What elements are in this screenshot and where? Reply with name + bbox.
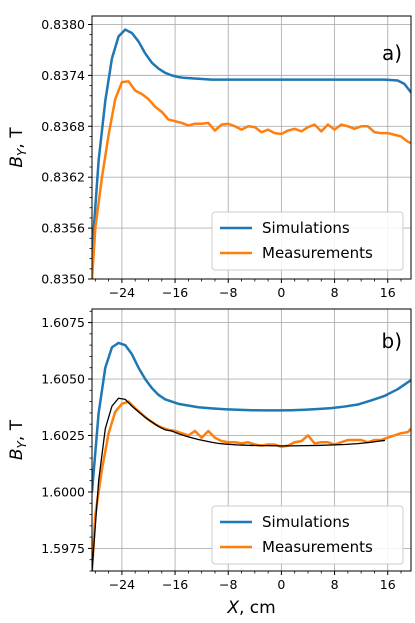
panel-a-xtick-label-16: 16 [380, 285, 396, 300]
panel-a-xtick-label-0: 0 [277, 285, 285, 300]
panel-a-legend-box [211, 211, 404, 271]
panel-b-ytick-label-2: 1.6025 [41, 428, 85, 443]
panel-b-frame [91, 308, 412, 572]
panel-b-ytick-label-0: 1.5975 [41, 541, 85, 556]
panel-a: −24 −16 −8 0 8 16 0.8350 0.8356 0.8362 0.8368 0.83… [7, 15, 412, 300]
panel-b: −24 −16 −8 0 8 16 1.5975 1.6000 1.6025 1.6050 1.60… [7, 308, 412, 618]
panel-b-legend: Simulations Measurements [211, 505, 404, 565]
panel-a-xtick-label-8: 8 [331, 285, 339, 300]
panel-b-legend-box [211, 505, 404, 565]
panel-a-series-simulations [92, 28, 411, 255]
panel-a-series-measurements [92, 80, 411, 279]
panel-a-ytick-label-1: 0.8356 [41, 221, 85, 236]
panel-b-ytick-label-4: 1.6075 [41, 315, 85, 330]
panel-b-letter: b) [382, 329, 403, 353]
panel-a-xtick-label-24: −24 [109, 285, 135, 300]
panel-a-legend-simulations: Simulations [262, 219, 350, 237]
panel-b-xtick-label-0: 0 [277, 577, 285, 592]
panel-b-xtick-label-16: 16 [380, 577, 396, 592]
panel-b-series-fit-2 [92, 397, 386, 571]
panel-b-legend-simulations: Simulations [262, 513, 350, 531]
panel-a-ytick-label-0: 0.8350 [41, 272, 85, 287]
panel-a-frame [91, 15, 412, 280]
panel-a-lines [92, 28, 411, 279]
panel-a-ytick-label-5: 0.8380 [41, 17, 85, 32]
panel-a-y-axis-label: BY, T [7, 127, 29, 168]
panel-b-ytick-label-1: 1.6000 [41, 484, 85, 499]
panel-b-xtick-label-8: 8 [331, 577, 339, 592]
panel-a-letter: a) [382, 41, 402, 65]
panel-b-y-axis-label: BY, T [7, 419, 29, 460]
panel-a-ytick-label-2: 0.8362 [41, 170, 85, 185]
panel-a-ticks: −24 −16 −8 0 8 16 0.8350 0.8356 0.8362 0.8368 0.83… [41, 17, 402, 300]
panel-a-ytick-label-4: 0.8374 [41, 68, 85, 83]
panel-a-legend: Simulations Measurements [211, 211, 404, 271]
panel-a-ytick-label-3: 0.8368 [41, 119, 85, 134]
panel-b-legend-measurements: Measurements [262, 538, 373, 556]
panel-b-xtick-label-24: −24 [109, 577, 135, 592]
panel-b-ticks: −24 −16 −8 0 8 16 1.5975 1.6000 1.6025 1.6050 1.60… [41, 310, 402, 592]
panel-a-legend-measurements: Measurements [262, 244, 373, 262]
panel-b-series-simulations [92, 341, 411, 494]
panel-b-lines [92, 341, 411, 571]
panel-a-xtick-label-8: −8 [219, 285, 237, 300]
panel-b-xtick-label-16: −16 [162, 577, 188, 592]
panel-b-x-axis-label: X, cm [226, 598, 275, 618]
panel-a-xtick-label-16: −16 [162, 285, 188, 300]
panel-b-ytick-label-3: 1.6050 [41, 372, 85, 387]
panel-b-xtick-label-8: −8 [219, 577, 237, 592]
